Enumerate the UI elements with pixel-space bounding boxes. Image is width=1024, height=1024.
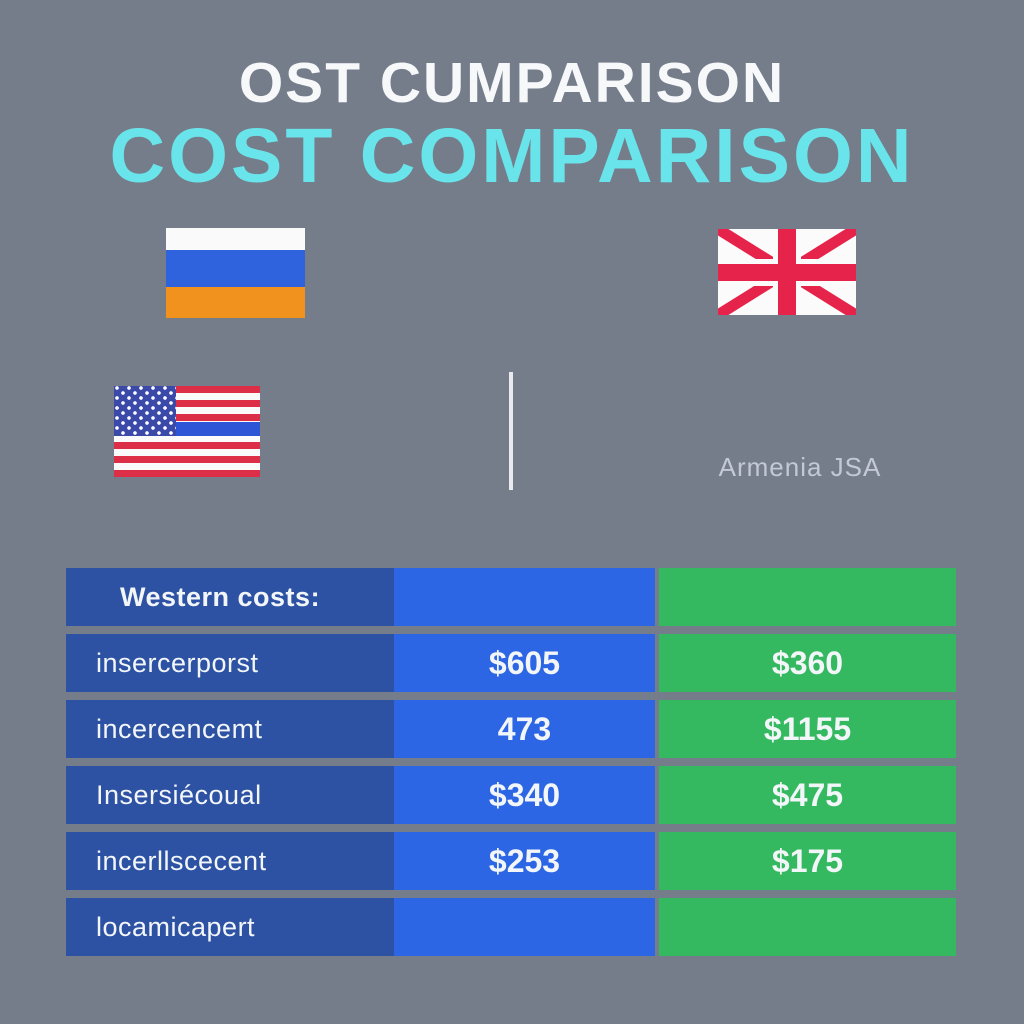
row-green-value-cell [659, 898, 956, 956]
row-green-value-cell: $175 [659, 832, 956, 890]
russia-flag-icon [166, 228, 305, 318]
table-header-row: Western costs: [66, 568, 956, 626]
union-jack-graphic [718, 229, 856, 315]
side-label-armenia-jsa: Armenia JSA [718, 452, 882, 482]
table-row: Insersiécoual $340 $475 [66, 766, 956, 824]
table-row: locamicapert [66, 898, 956, 956]
row-label-cell: incercencemt [66, 700, 394, 758]
usa-flag-blue-stripe [176, 422, 260, 436]
row-blue-value-cell: 473 [394, 700, 655, 758]
table-row: incercencemt 473 $1155 [66, 700, 956, 758]
union-jack-flag-icon [718, 229, 856, 315]
cost-comparison-table: Western costs: insercerporst $605 $360 i… [66, 568, 956, 964]
page-title: COST COMPARISON [109, 113, 915, 199]
usa-flag-star-canton [114, 386, 176, 436]
title-secondary-line: OST CUMPARISON [238, 51, 786, 115]
row-blue-value-cell: $605 [394, 634, 655, 692]
usa-flag-icon [114, 386, 260, 477]
row-blue-value-cell [394, 898, 655, 956]
row-label-cell: incerllscecent [66, 832, 394, 890]
row-blue-value-cell: $340 [394, 766, 655, 824]
row-green-value-cell: $475 [659, 766, 956, 824]
row-label-cell: insercerporst [66, 634, 394, 692]
row-label-cell: locamicapert [66, 898, 394, 956]
table-row: insercerporst $605 $360 [66, 634, 956, 692]
row-green-value-cell: $360 [659, 634, 956, 692]
russia-flag-blue-stripe [166, 249, 305, 288]
russia-flag-orange-stripe [166, 287, 305, 318]
header-label-cell: Western costs: [66, 568, 394, 626]
row-blue-value-cell: $253 [394, 832, 655, 890]
header-green-cell [659, 568, 956, 626]
row-green-value-cell: $1155 [659, 700, 956, 758]
table-row: incerllscecent $253 $175 [66, 832, 956, 890]
row-label-cell: Insersiécoual [66, 766, 394, 824]
header-blue-cell [394, 568, 655, 626]
vertical-divider-line [509, 372, 513, 490]
russia-flag-white-stripe [166, 228, 305, 250]
